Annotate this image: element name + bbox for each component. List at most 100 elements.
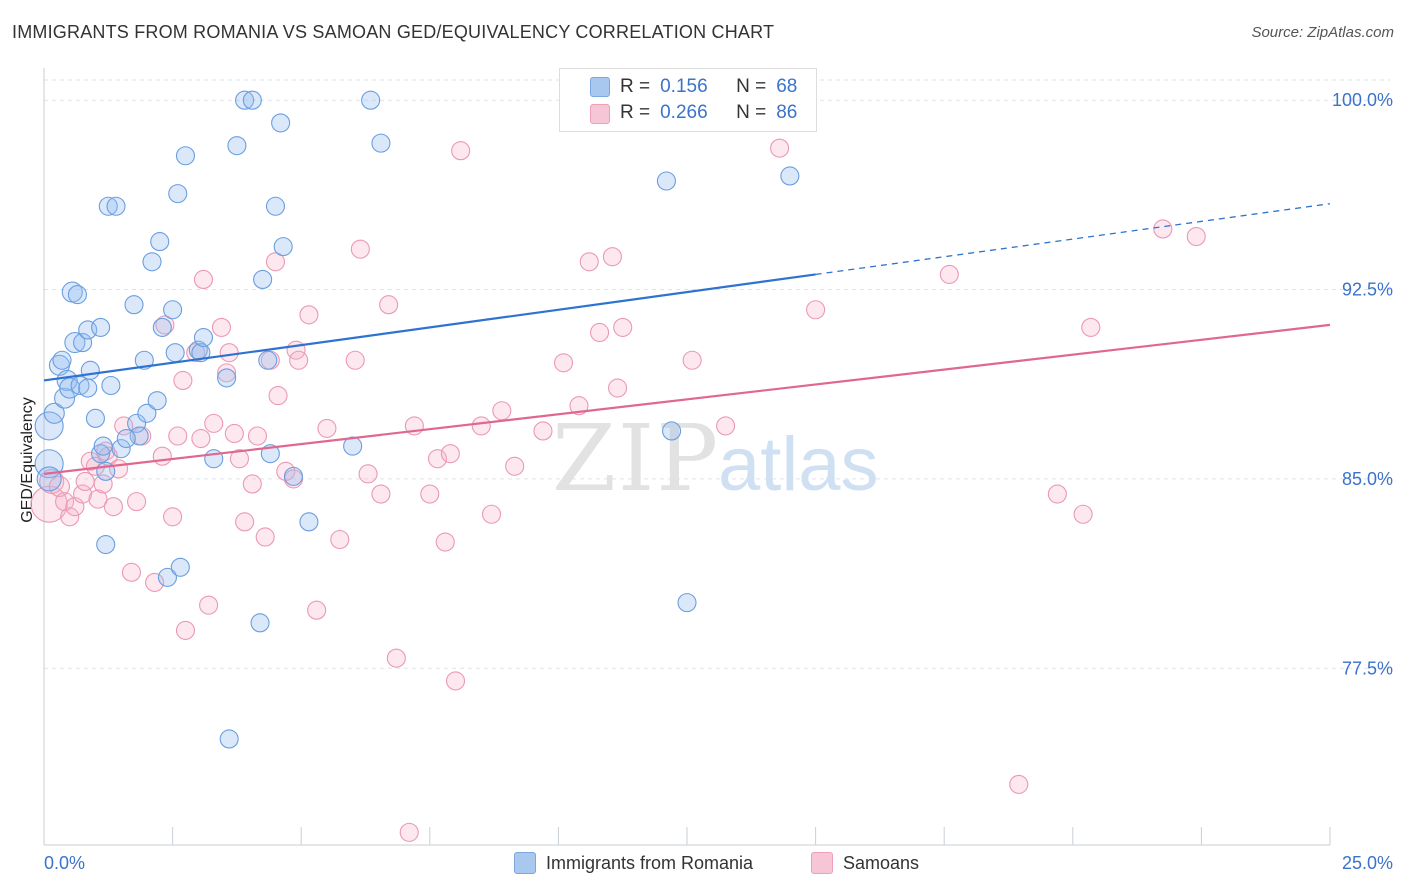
data-point: [88, 489, 108, 509]
data-point: [168, 426, 188, 446]
data-point: [283, 466, 304, 486]
data-point: [350, 239, 370, 259]
data-point: [165, 343, 185, 363]
data-point: [155, 315, 175, 335]
data-point: [345, 350, 365, 370]
data-point: [54, 387, 76, 409]
data-point: [34, 411, 64, 441]
samoans-points: [30, 138, 1206, 842]
data-point: [1153, 219, 1173, 239]
data-point: [677, 593, 697, 613]
data-point: [73, 484, 93, 504]
data-point: [80, 451, 100, 471]
data-point: [379, 295, 399, 315]
legend-item-romania[interactable]: Immigrants from Romania: [514, 852, 753, 874]
data-point: [116, 428, 136, 449]
data-point: [358, 464, 378, 484]
legend-n-label: N =: [736, 102, 767, 123]
source-credit: Source: ZipAtlas.com: [1251, 24, 1394, 41]
data-point: [273, 237, 293, 257]
data-point: [96, 441, 116, 461]
data-point: [579, 252, 599, 272]
data-point: [939, 264, 959, 284]
data-point: [91, 444, 111, 464]
legend-r-label: R =: [620, 76, 651, 97]
data-point: [204, 413, 224, 433]
data-point: [67, 285, 87, 305]
trend-lines: [43, 203, 1331, 475]
data-point: [330, 529, 350, 550]
data-point: [247, 426, 268, 446]
data-point: [569, 396, 589, 416]
data-point: [553, 353, 574, 373]
x-tick-label: 0.0%: [44, 853, 85, 873]
data-point: [55, 492, 75, 512]
legend-n-label: N =: [736, 76, 767, 97]
data-point: [173, 370, 193, 390]
data-point: [98, 196, 118, 216]
data-point: [191, 428, 211, 449]
data-point: [111, 439, 131, 459]
data-point: [533, 421, 553, 441]
x-tick-label: 25.0%: [1342, 853, 1393, 873]
data-point: [219, 729, 239, 749]
data-point: [147, 391, 167, 411]
data-point: [299, 512, 319, 532]
data-point: [101, 375, 121, 396]
data-point: [227, 136, 247, 156]
data-point: [445, 671, 466, 691]
axes: [43, 68, 1331, 846]
data-point: [427, 449, 448, 469]
legend-row-samoans: R = 0.266 N = 86: [620, 102, 797, 124]
legend-item-samoans[interactable]: Samoans: [811, 852, 919, 874]
watermark-zip: ZIP: [552, 405, 720, 512]
data-point: [124, 295, 144, 315]
data-point: [103, 497, 123, 517]
data-point: [253, 269, 273, 290]
data-point: [1073, 504, 1093, 524]
data-point: [268, 386, 288, 406]
data-point: [163, 507, 183, 527]
data-point: [137, 403, 157, 423]
legend-row-romania: R = 0.156 N = 68: [620, 76, 797, 98]
data-point: [85, 408, 105, 428]
data-point: [211, 317, 232, 337]
data-point: [145, 572, 165, 592]
data-point: [193, 269, 214, 290]
data-point: [271, 113, 291, 133]
data-point: [481, 504, 502, 524]
trend-line-samoans: [43, 323, 1331, 475]
data-point: [36, 466, 62, 492]
data-point: [217, 363, 237, 383]
data-point: [64, 332, 86, 354]
data-point: [121, 562, 141, 582]
legend-n-value: 68: [776, 76, 798, 97]
data-point: [608, 378, 628, 398]
data-point: [219, 343, 239, 363]
data-point: [56, 369, 78, 391]
data-point: [471, 416, 491, 436]
data-point: [168, 184, 188, 204]
data-point: [420, 484, 440, 504]
watermark-atlas: atlas: [718, 422, 879, 507]
data-point: [255, 527, 275, 547]
y-tick-label: 100.0%: [1332, 90, 1393, 110]
grid-lines: [44, 79, 1390, 669]
watermark: ZIP atlas: [552, 405, 879, 512]
data-point: [242, 90, 262, 110]
data-point: [142, 252, 162, 272]
data-point: [1009, 774, 1029, 794]
data-point: [48, 475, 70, 498]
data-point: [371, 133, 391, 153]
data-point: [656, 171, 676, 191]
data-point: [73, 333, 93, 353]
data-point: [127, 492, 147, 512]
data-point: [399, 822, 419, 842]
data-point: [157, 567, 178, 587]
data-point: [602, 247, 622, 267]
data-point: [175, 620, 196, 640]
trend-line-romania-extension: [815, 203, 1331, 276]
stats-legend: R = 0.156 N = 68 R = 0.266 N = 86: [559, 68, 817, 132]
data-point: [175, 146, 196, 166]
data-point: [806, 300, 826, 320]
